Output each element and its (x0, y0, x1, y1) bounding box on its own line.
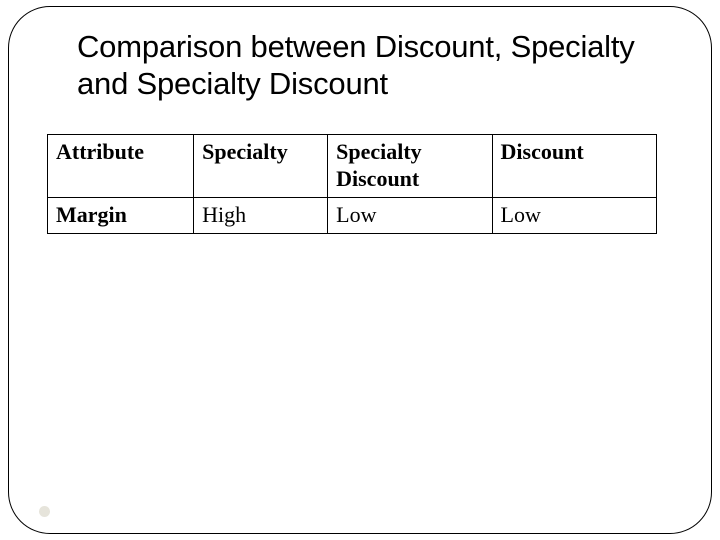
col-header-discount: Discount (492, 135, 656, 198)
page-title: Comparison between Discount, Specialty a… (77, 29, 663, 102)
slide-marker-dot-icon (39, 506, 50, 517)
cell-margin-label: Margin (48, 197, 194, 233)
table-row: Margin High Low Low (48, 197, 657, 233)
col-header-specialty-discount: Specialty Discount (328, 135, 492, 198)
col-header-attribute: Attribute (48, 135, 194, 198)
slide-frame: Comparison between Discount, Specialty a… (8, 6, 712, 534)
col-header-specialty: Specialty (194, 135, 328, 198)
comparison-table: Attribute Specialty Specialty Discount D… (47, 134, 657, 233)
cell-margin-discount: Low (492, 197, 656, 233)
cell-margin-specialty-discount: Low (328, 197, 492, 233)
cell-margin-specialty: High (194, 197, 328, 233)
table-header-row: Attribute Specialty Specialty Discount D… (48, 135, 657, 198)
